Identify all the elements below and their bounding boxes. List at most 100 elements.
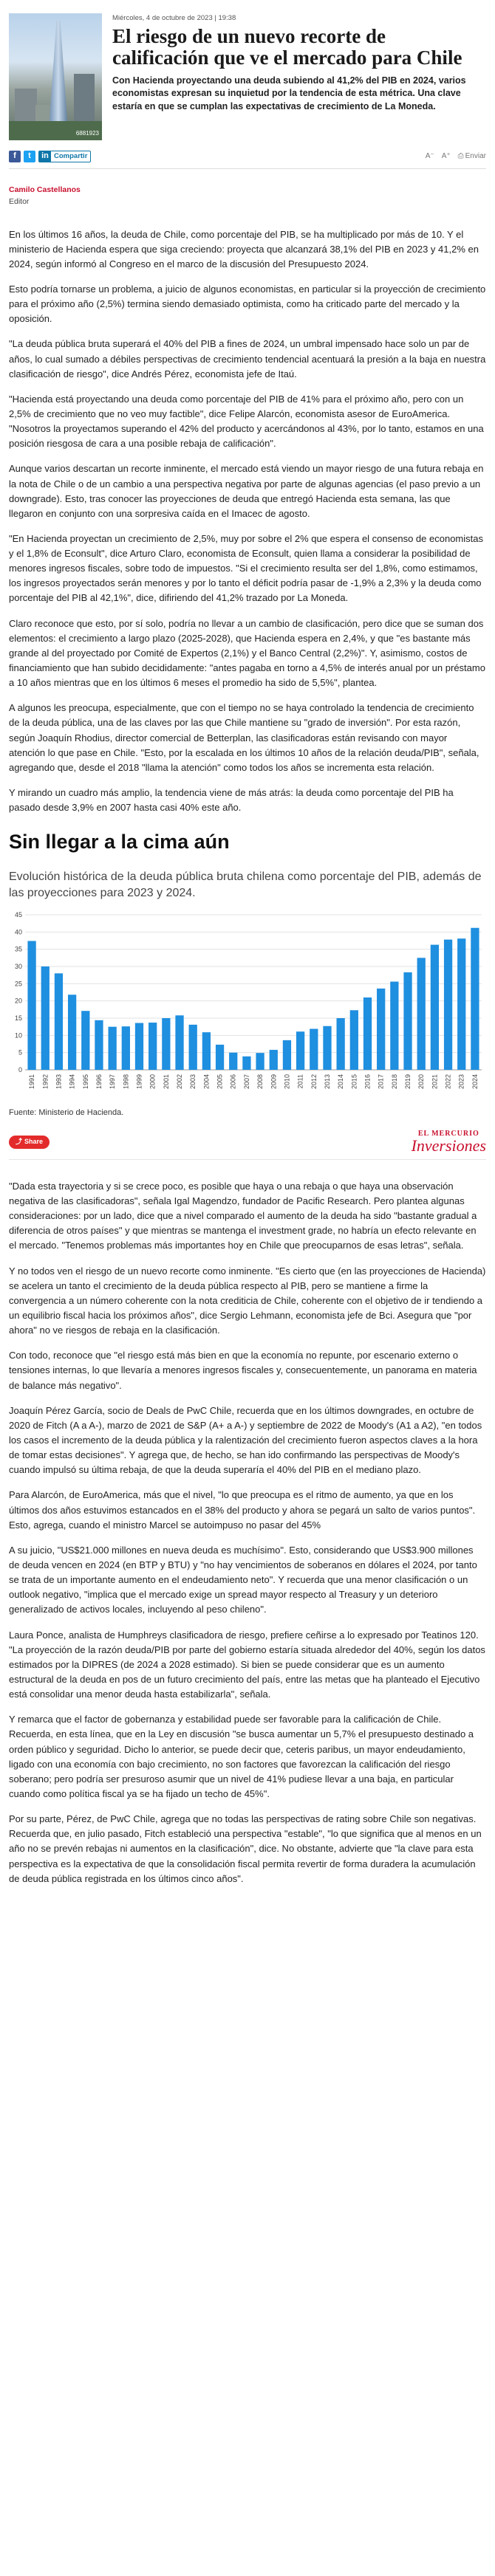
body-paragraph: Esto podría tornarse un problema, a juic… [9, 283, 486, 325]
bar [81, 1011, 90, 1070]
x-tick-label: 2015 [350, 1074, 358, 1089]
body-paragraph: A su juicio, "US$21.000 millones en nuev… [9, 1544, 477, 1615]
divider [9, 1158, 486, 1160]
x-tick-label: 1996 [95, 1074, 103, 1089]
x-tick-label: 2000 [149, 1074, 157, 1089]
font-larger-button[interactable]: A⁺ [441, 152, 451, 161]
body-paragraph: "La deuda pública bruta superará el 40% … [9, 338, 486, 379]
chart-footer: ⤴ Share EL MERCURIO Inversiones [9, 1130, 486, 1155]
bar [310, 1028, 318, 1070]
trees-shape [9, 121, 102, 140]
body-paragraph: Y remarca que el factor de gobernanza y … [9, 1714, 474, 1799]
print-button[interactable]: ⎙ Enviar [458, 151, 486, 162]
bar [377, 988, 386, 1070]
bar [148, 1022, 157, 1070]
x-tick-label: 2018 [391, 1074, 398, 1089]
x-tick-label: 2009 [270, 1074, 277, 1089]
bar [215, 1044, 225, 1070]
x-tick-label: 2008 [256, 1074, 264, 1089]
x-tick-label: 2021 [431, 1074, 438, 1089]
y-tick-label: 45 [15, 911, 22, 918]
linkedin-share-label: Compartir [54, 151, 88, 160]
x-tick-label: 2010 [283, 1074, 290, 1089]
body-paragraph: Joaquín Pérez García, socio de Deals de … [9, 1404, 482, 1476]
print-label: Enviar [465, 152, 486, 161]
body-paragraph: Aunque varios descartan un recorte inmin… [9, 463, 484, 519]
bar [27, 941, 36, 1070]
body-paragraph: Laura Ponce, analista de Humphreys clasi… [9, 1629, 485, 1700]
x-tick-label: 2020 [417, 1074, 425, 1089]
bar [188, 1024, 197, 1070]
x-tick-label: 2007 [243, 1074, 250, 1089]
x-tick-label: 2022 [445, 1074, 452, 1089]
brand-logo-top: EL MERCURIO [417, 1129, 479, 1138]
chart-section: Sin llegar a la cima aún Evolución histó… [9, 830, 486, 1160]
author-block: Camilo Castellanos Editor [9, 184, 486, 208]
article-toolbar: f t in Compartir A⁻ A⁺ ⎙ Enviar [9, 151, 486, 169]
brand-logo-bottom: Inversiones [411, 1136, 486, 1155]
article-header: 6881923 Miércoles, 4 de octubre de 2023 … [9, 13, 486, 140]
body-paragraph: "Dada esta trayectoria y si se crece poc… [9, 1180, 477, 1251]
twitter-icon[interactable]: t [24, 151, 35, 162]
bar [471, 927, 479, 1070]
x-tick-label: 1993 [55, 1074, 62, 1089]
facebook-icon[interactable]: f [9, 151, 21, 162]
bar [229, 1052, 238, 1070]
bar [95, 1020, 103, 1070]
x-tick-label: 2006 [230, 1074, 237, 1089]
article-body: En los últimos 16 años, la deuda de Chil… [9, 227, 486, 816]
bar [256, 1052, 264, 1070]
author-role: Editor [9, 197, 30, 207]
y-tick-label: 0 [18, 1066, 22, 1074]
x-tick-label: 2012 [310, 1074, 318, 1089]
x-tick-label: 1995 [82, 1074, 89, 1089]
x-tick-label: 2024 [471, 1074, 479, 1089]
x-tick-label: 2001 [163, 1074, 170, 1089]
body-paragraph: Claro reconoce que esto, por sí solo, po… [9, 617, 485, 689]
x-tick-label: 2004 [202, 1074, 210, 1089]
chart-share-button[interactable]: ⤴ Share [9, 1135, 50, 1149]
chart-source: Fuente: Ministerio de Hacienda. [9, 1107, 124, 1117]
chart-heading: Sin llegar a la cima aún [9, 831, 230, 853]
body-paragraph: Con todo, reconoce que "el riesgo está m… [9, 1350, 477, 1391]
x-tick-label: 1994 [69, 1074, 76, 1089]
y-tick-label: 35 [15, 946, 22, 953]
body-paragraph: "Hacienda está proyectando una deuda com… [9, 393, 484, 450]
article-body-continued: "Dada esta trayectoria y si se crece poc… [9, 1179, 486, 1886]
article-tools: A⁻ A⁺ ⎙ Enviar [426, 151, 486, 162]
bar [121, 1026, 130, 1070]
body-paragraph: A algunos les preocupa, especialmente, q… [9, 702, 479, 773]
header-text: Miércoles, 4 de octubre de 2023 | 19:38 … [112, 13, 486, 140]
bar [403, 972, 412, 1070]
font-smaller-button[interactable]: A⁻ [425, 152, 434, 161]
body-paragraph: Y mirando un cuadro más amplio, la tende… [9, 787, 454, 814]
x-tick-label: 2014 [337, 1074, 344, 1089]
x-tick-label: 2002 [176, 1074, 183, 1089]
y-tick-label: 30 [15, 963, 22, 970]
bar [242, 1056, 251, 1070]
hero-photo[interactable]: 6881923 [9, 13, 102, 140]
linkedin-icon: in [39, 151, 51, 162]
chart-svg: 0 5 10 15 20 25 30 35 40 45 1991 1992 1993 1994 1995 19… [15, 911, 482, 1089]
debt-bar-chart: 0 5 10 15 20 25 30 35 40 45 1991 1992 1993 1994 1995 19… [9, 909, 486, 1101]
linkedin-share-button[interactable]: in Compartir [38, 151, 92, 162]
y-tick-label: 5 [18, 1049, 22, 1057]
bar [202, 1031, 211, 1070]
bar [323, 1026, 332, 1070]
x-tick-label: 1992 [41, 1074, 49, 1089]
share-buttons: f t in Compartir [9, 151, 92, 162]
x-tick-label: 2017 [378, 1074, 385, 1089]
share-icon: ⤴ [16, 1137, 23, 1145]
x-tick-label: 1999 [136, 1074, 143, 1089]
y-tick-label: 25 [15, 980, 22, 987]
share-label: Share [24, 1137, 44, 1145]
publish-date: Miércoles, 4 de octubre de 2023 | 19:38 [112, 14, 236, 22]
headline: El riesgo de un nuevo recorte de calific… [112, 24, 462, 69]
bar [296, 1031, 305, 1070]
bar [41, 966, 50, 1070]
author-name[interactable]: Camilo Castellanos [9, 185, 81, 194]
x-tick-label: 2023 [458, 1074, 465, 1089]
y-tick-label: 40 [15, 928, 22, 935]
body-paragraph: "En Hacienda proyectan un crecimiento de… [9, 532, 483, 604]
body-paragraph: Por su parte, Pérez, de PwC Chile, agreg… [9, 1813, 482, 1884]
